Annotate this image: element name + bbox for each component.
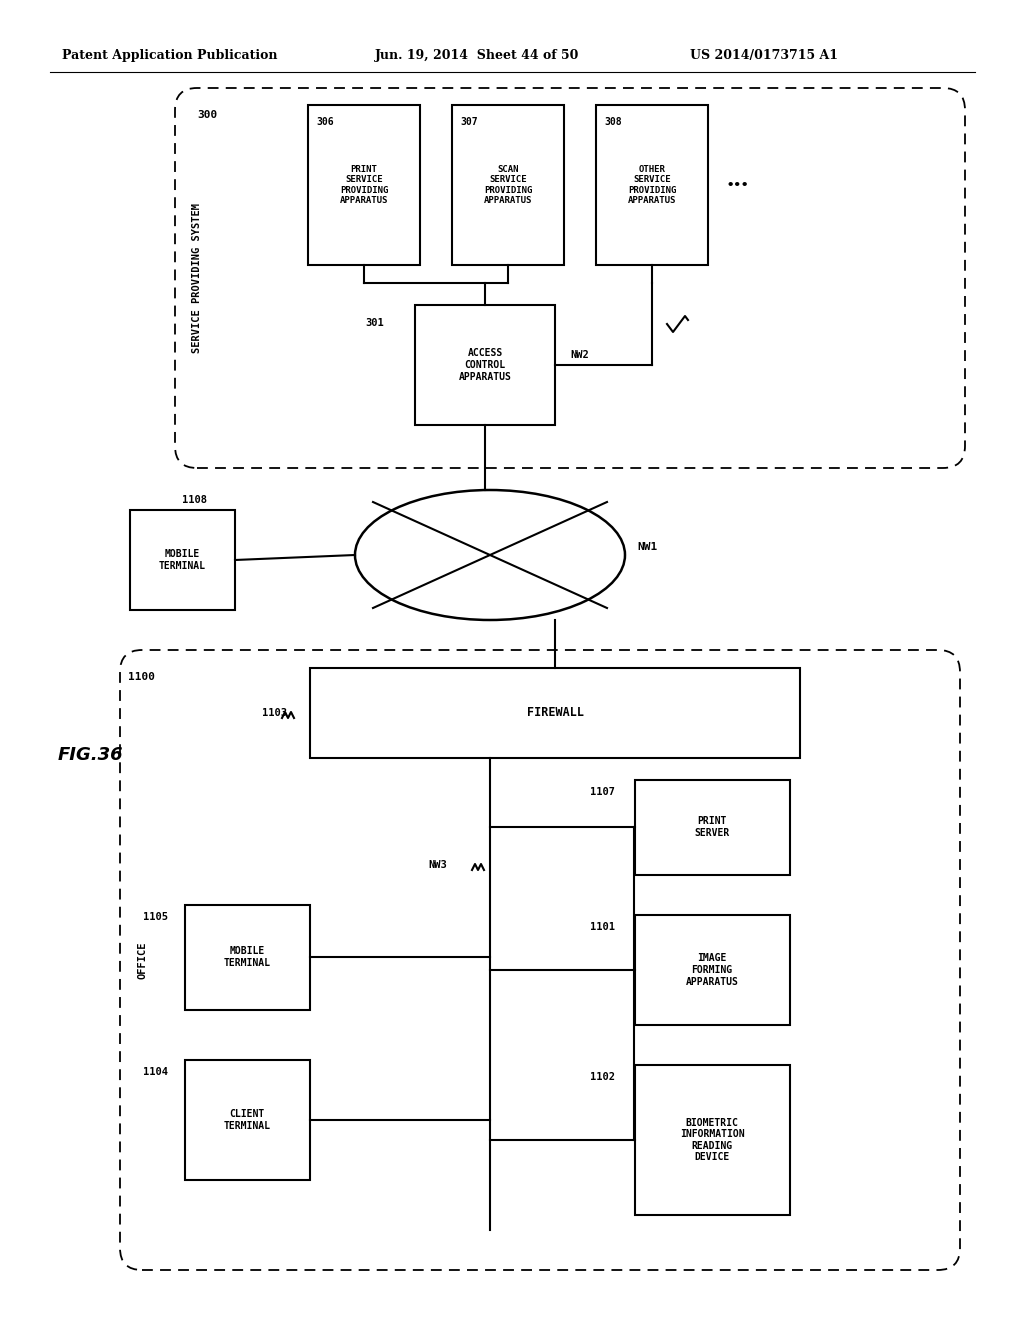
Text: 307: 307 [460,117,477,127]
Text: 1107: 1107 [590,787,615,797]
Text: ACCESS
CONTROL
APPARATUS: ACCESS CONTROL APPARATUS [459,348,511,381]
Text: 301: 301 [365,318,384,327]
Text: 300: 300 [197,110,217,120]
FancyBboxPatch shape [120,649,961,1270]
Text: Jun. 19, 2014  Sheet 44 of 50: Jun. 19, 2014 Sheet 44 of 50 [375,49,580,62]
Text: MOBILE
TERMINAL: MOBILE TERMINAL [159,549,206,570]
Bar [130,510,234,610]
Bar [308,106,420,265]
Text: IMAGE
FORMING
APPARATUS: IMAGE FORMING APPARATUS [685,953,738,986]
Text: NW3: NW3 [428,861,446,870]
Bar [635,780,790,875]
Text: OFFICE: OFFICE [137,941,147,978]
Text: 1104: 1104 [143,1067,168,1077]
Text: 306: 306 [316,117,334,127]
Bar [635,1065,790,1214]
Text: 1105: 1105 [143,912,168,921]
Bar [185,1060,310,1180]
Text: OTHER
SERVICE
PROVIDING
APPARATUS: OTHER SERVICE PROVIDING APPARATUS [628,165,676,205]
Text: NW2: NW2 [570,350,589,360]
Text: CLIENT
TERMINAL: CLIENT TERMINAL [223,1109,270,1131]
Text: •••: ••• [726,178,749,191]
Text: MOBILE
TERMINAL: MOBILE TERMINAL [223,946,270,968]
Text: 1100: 1100 [128,672,155,682]
Text: 1102: 1102 [590,1072,615,1082]
Text: SCAN
SERVICE
PROVIDING
APPARATUS: SCAN SERVICE PROVIDING APPARATUS [483,165,532,205]
Bar [452,106,564,265]
Text: 1108: 1108 [182,495,207,506]
Bar [596,106,708,265]
Text: PRINT
SERVICE
PROVIDING
APPARATUS: PRINT SERVICE PROVIDING APPARATUS [340,165,388,205]
FancyBboxPatch shape [175,88,965,469]
Text: Patent Application Publication: Patent Application Publication [62,49,278,62]
Bar [185,906,310,1010]
Bar [415,305,555,425]
Text: FIG.36: FIG.36 [58,746,124,764]
Bar [310,668,800,758]
Text: 308: 308 [604,117,622,127]
Text: 1101: 1101 [590,921,615,932]
Bar [635,915,790,1026]
Text: PRINT
SERVER: PRINT SERVER [694,816,730,838]
Text: FIREWALL: FIREWALL [526,706,584,719]
Text: BIOMETRIC
INFORMATION
READING
DEVICE: BIOMETRIC INFORMATION READING DEVICE [680,1118,744,1163]
Text: SERVICE PROVIDING SYSTEM: SERVICE PROVIDING SYSTEM [193,203,202,352]
Text: US 2014/0173715 A1: US 2014/0173715 A1 [690,49,838,62]
Text: 1103: 1103 [262,708,287,718]
Text: NW1: NW1 [637,543,657,552]
